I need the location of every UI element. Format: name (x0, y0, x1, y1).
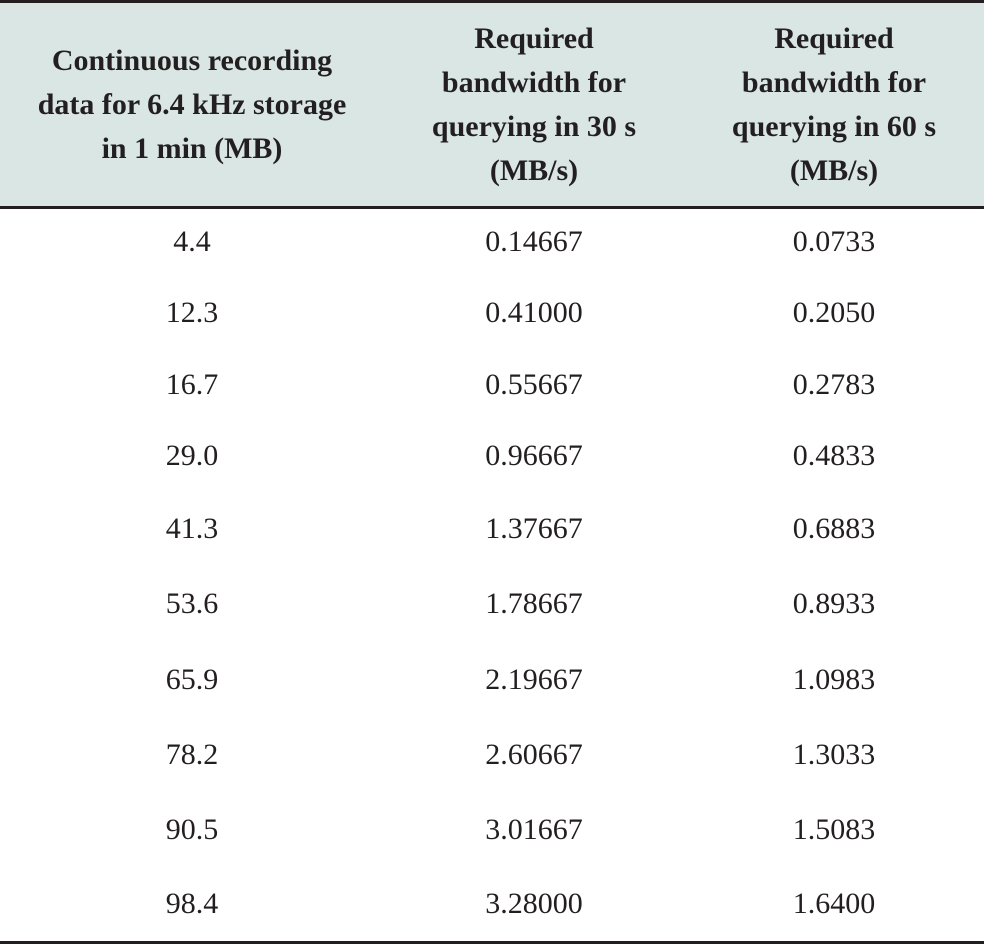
column-header-recording-data: Continuous recording data for 6.4 kHz st… (0, 0, 384, 209)
cell-bandwidth-30s: 0.41000 (485, 295, 583, 329)
column-header-bandwidth-60s: Required bandwidth for querying in 60 s … (684, 0, 984, 209)
table-row: 29.0 0.96667 0.4833 (0, 420, 984, 492)
cell-bandwidth-60s: 0.8933 (792, 586, 876, 620)
cell-recording-data: 53.6 (165, 586, 219, 620)
cell-recording-data: 4.4 (173, 225, 211, 259)
table-row: 98.4 3.28000 1.6400 (0, 867, 984, 944)
table-header: Continuous recording data for 6.4 kHz st… (0, 0, 984, 209)
cell-recording-data: 98.4 (0, 867, 384, 944)
table-body: 4.4 0.14667 0.0733 12.3 0.41000 0.2050 1… (0, 208, 984, 944)
cell-bandwidth-60s: 0.0733 (792, 225, 876, 259)
cell-recording-data: 29.0 (165, 438, 219, 472)
table-row: 78.2 2.60667 1.3033 (0, 718, 984, 793)
cell-bandwidth-30s: 0.96667 (485, 438, 583, 472)
cell-bandwidth-30s: 3.28000 (384, 867, 684, 944)
cell-bandwidth-60s: 0.2783 (792, 367, 876, 401)
cell-bandwidth-60s: 0.2050 (792, 295, 876, 329)
table-row: 53.6 1.78667 0.8933 (0, 566, 984, 642)
cell-recording-data: 12.3 (165, 295, 219, 329)
table-row: 41.3 1.37667 0.6883 (0, 492, 984, 566)
cell-recording-data: 90.5 (165, 813, 219, 846)
cell-bandwidth-60s: 1.0983 (792, 662, 876, 696)
table-row: 90.5 3.01667 1.5083 (0, 793, 984, 868)
table-row: 65.9 2.19667 1.0983 (0, 642, 984, 718)
cell-bandwidth-30s: 0.14667 (485, 225, 583, 259)
cell-bandwidth-30s: 2.19667 (485, 662, 583, 696)
cell-recording-data: 16.7 (165, 367, 219, 401)
cell-bandwidth-30s: 0.55667 (485, 367, 583, 401)
cell-recording-data: 65.9 (165, 662, 219, 696)
table-row: 16.7 0.55667 0.2783 (0, 350, 984, 420)
cell-bandwidth-60s: 1.6400 (684, 867, 984, 944)
column-header-bandwidth-30s: Required bandwidth for querying in 30 s … (384, 0, 684, 209)
cell-bandwidth-30s: 3.01667 (485, 813, 583, 846)
cell-recording-data: 78.2 (165, 738, 219, 771)
table-row: 4.4 0.14667 0.0733 (0, 208, 984, 276)
header-row: Continuous recording data for 6.4 kHz st… (0, 0, 984, 209)
table-row: 12.3 0.41000 0.2050 (0, 276, 984, 350)
cell-bandwidth-60s: 1.3033 (792, 738, 876, 771)
cell-bandwidth-60s: 0.4833 (792, 438, 876, 472)
cell-bandwidth-60s: 0.6883 (792, 511, 876, 545)
cell-bandwidth-30s: 1.37667 (485, 511, 583, 545)
cell-bandwidth-60s: 1.5083 (792, 813, 876, 846)
cell-bandwidth-30s: 1.78667 (485, 586, 583, 620)
cell-recording-data: 41.3 (165, 511, 219, 545)
cell-bandwidth-30s: 2.60667 (485, 738, 583, 771)
